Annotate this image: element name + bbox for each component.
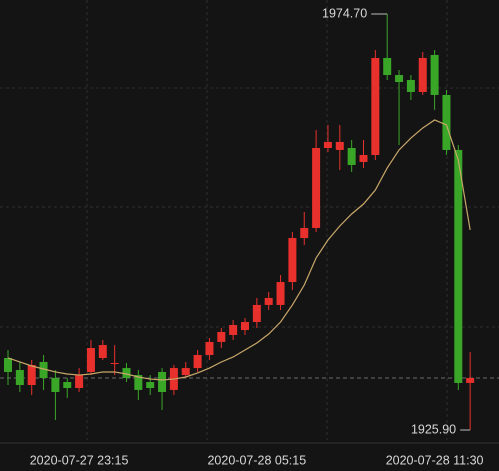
candle-body bbox=[193, 355, 202, 369]
candle-body bbox=[15, 370, 24, 386]
candle-body bbox=[241, 322, 249, 331]
candle-body bbox=[359, 154, 368, 162]
candle-body bbox=[158, 371, 167, 393]
candle-body bbox=[75, 375, 84, 388]
candle-body bbox=[205, 341, 214, 356]
candle-body bbox=[371, 57, 380, 155]
candle-body bbox=[39, 361, 48, 379]
candle-body bbox=[312, 148, 321, 228]
candle-body bbox=[335, 141, 344, 150]
candle-body bbox=[288, 238, 297, 283]
x-tick-label: 2020-07-28 05:15 bbox=[207, 453, 306, 467]
candle-body bbox=[395, 75, 404, 83]
candle-body bbox=[276, 282, 285, 305]
candle-body bbox=[323, 141, 332, 149]
candle-body bbox=[418, 57, 427, 92]
min-label: 1925.90 bbox=[411, 422, 456, 436]
candle-body bbox=[383, 57, 392, 76]
candle-body bbox=[122, 368, 131, 379]
candle-body bbox=[442, 94, 451, 150]
candle-body bbox=[146, 382, 155, 388]
candle-body bbox=[252, 304, 261, 323]
moving-average-line bbox=[7, 119, 471, 381]
candle-body bbox=[4, 357, 12, 372]
candle-body bbox=[430, 54, 439, 95]
candle-body bbox=[229, 324, 238, 335]
candle-body bbox=[134, 375, 143, 390]
candle-body bbox=[98, 345, 107, 358]
candle-body bbox=[264, 297, 273, 305]
candle-body bbox=[27, 364, 36, 386]
max-label: 1974.70 bbox=[322, 6, 367, 20]
x-tick-label: 2020-07-27 23:15 bbox=[30, 453, 129, 467]
x-tick-label: 2020-07-28 11:30 bbox=[386, 453, 484, 467]
candle-body bbox=[217, 331, 226, 342]
candle-body bbox=[51, 378, 60, 393]
candle-body bbox=[300, 227, 309, 239]
candle-body bbox=[110, 363, 119, 365]
candle-body bbox=[86, 348, 95, 372]
candle-body bbox=[454, 149, 463, 383]
candle-body bbox=[466, 378, 475, 383]
candle-body bbox=[63, 382, 72, 388]
candle-body bbox=[181, 368, 190, 376]
candle-body bbox=[406, 79, 415, 92]
candle-body bbox=[347, 148, 356, 165]
